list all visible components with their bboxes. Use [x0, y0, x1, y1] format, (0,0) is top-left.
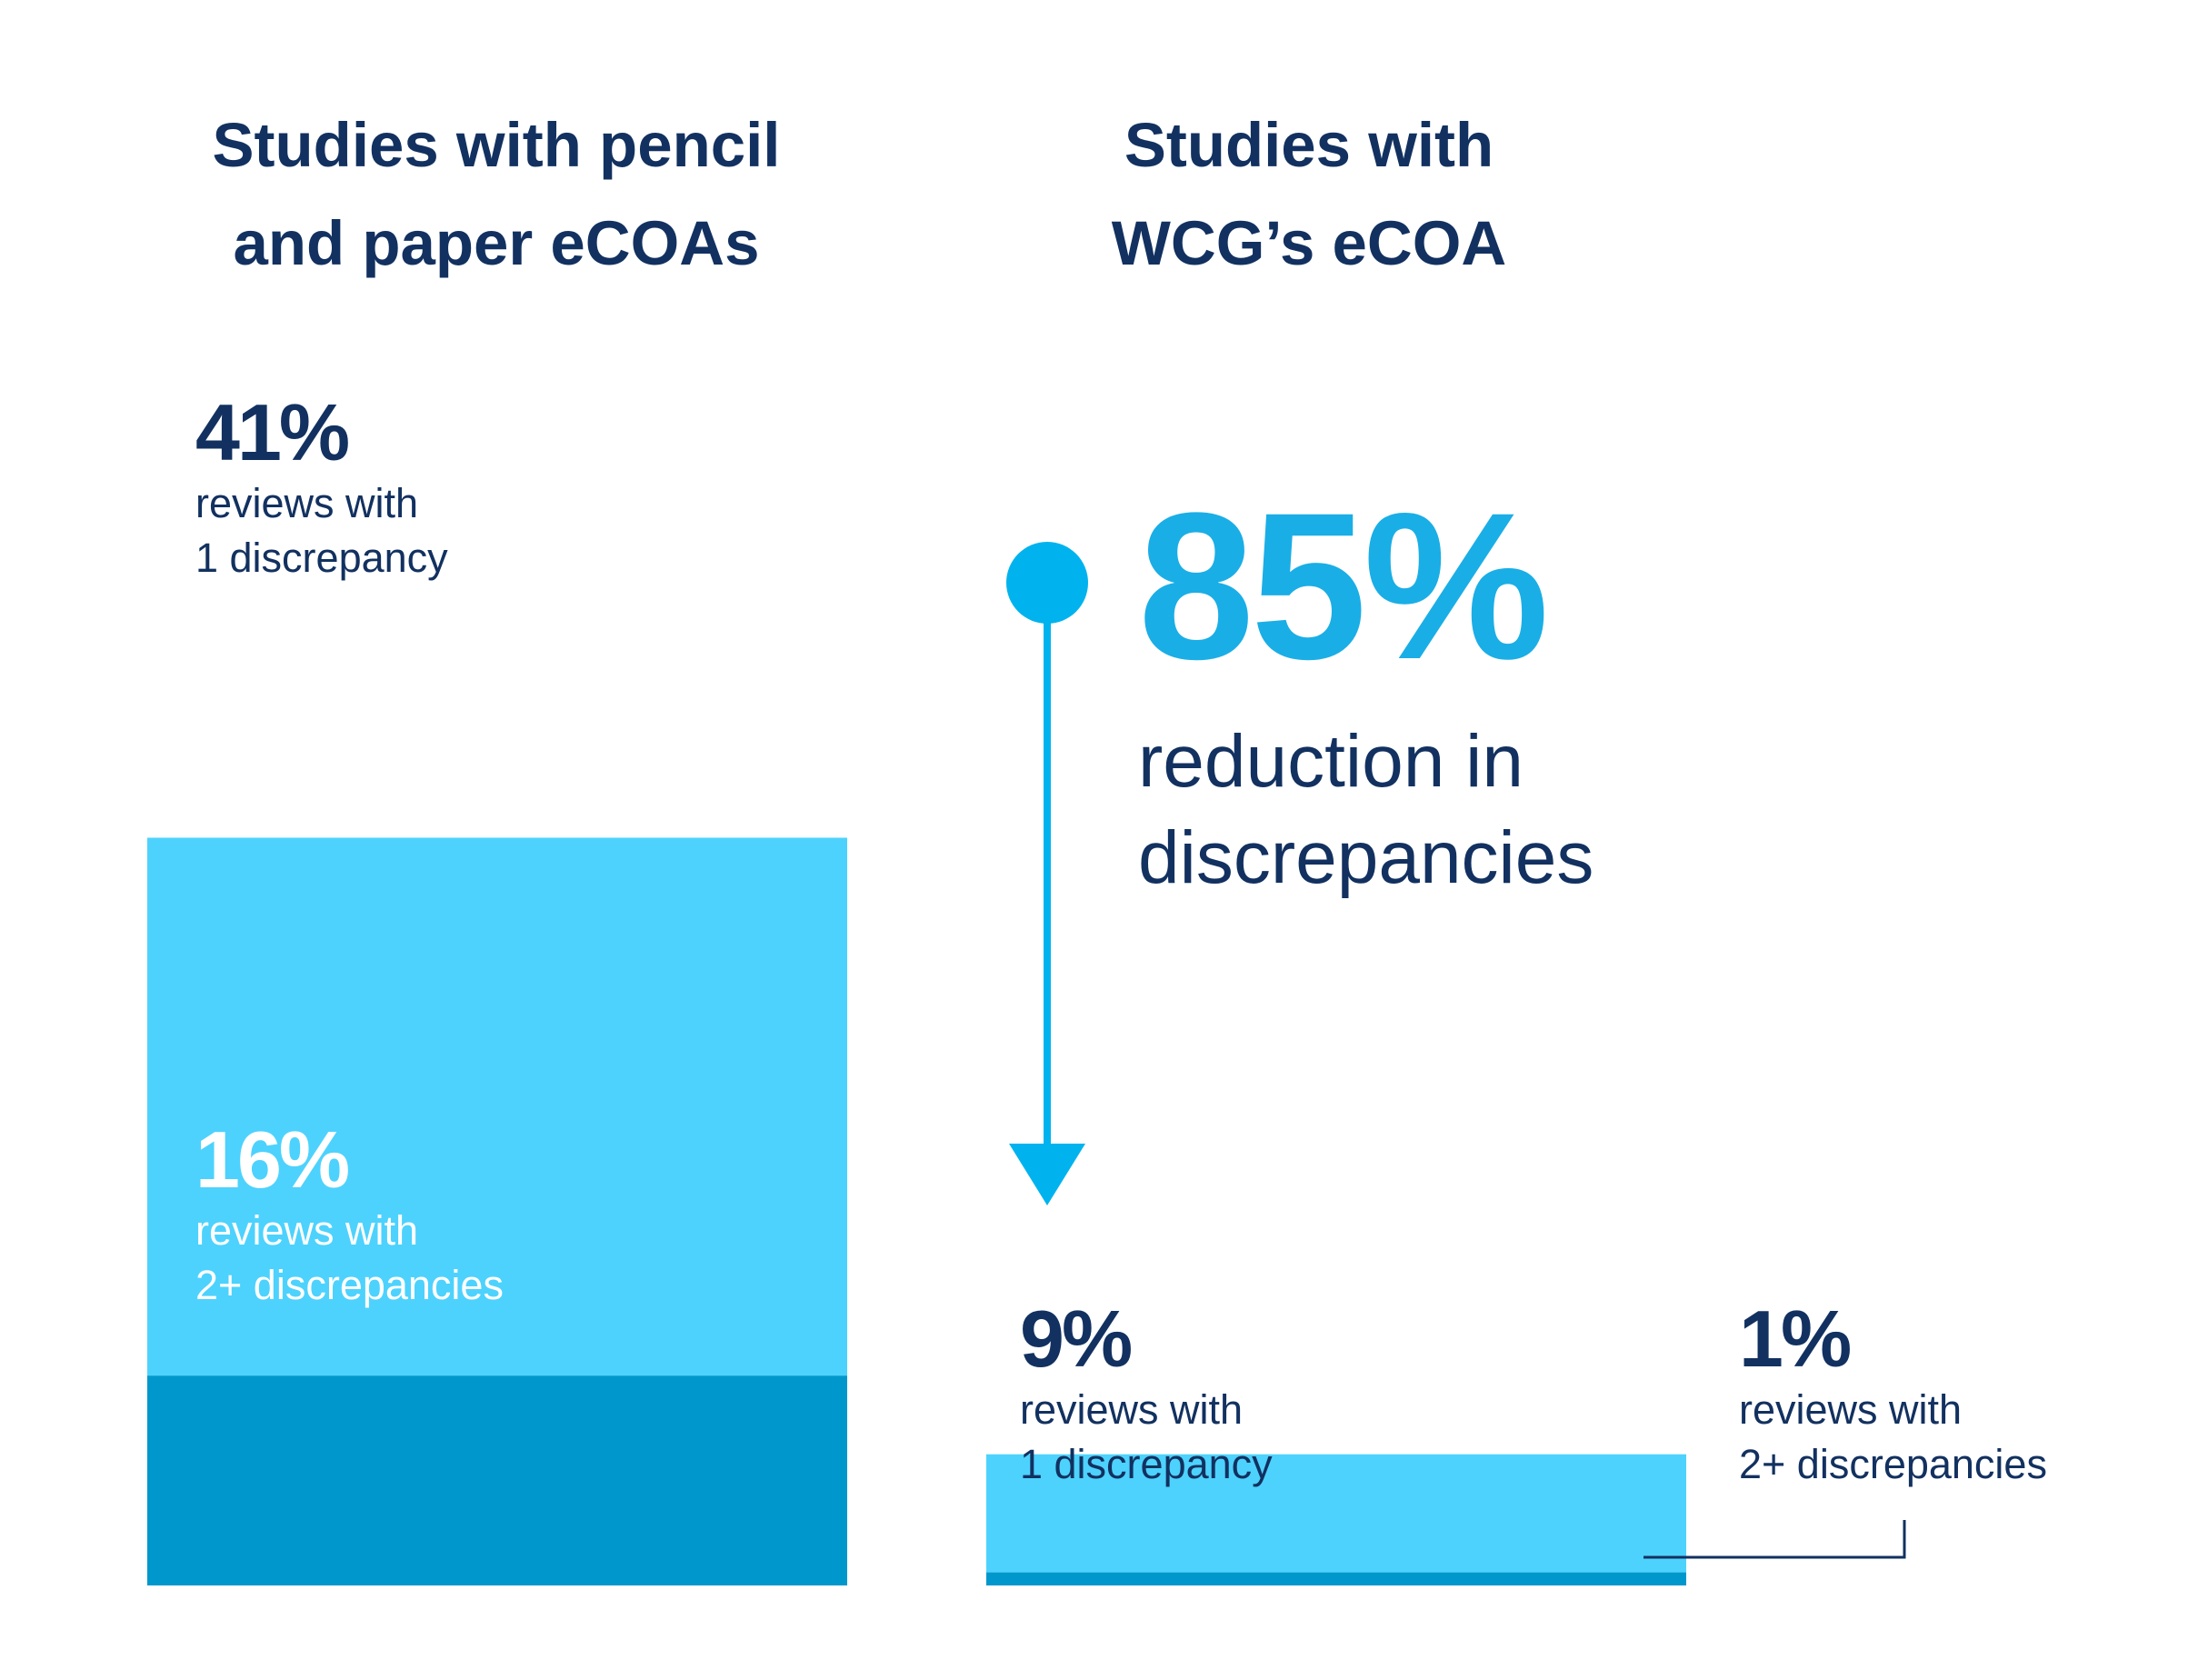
bar-title-line: WCG’s eCOA	[1111, 208, 1507, 278]
bar-title-wcg: Studies with WCG’s eCOA	[982, 96, 1636, 293]
bar-segment-two-plus-discrepancies	[147, 1375, 847, 1585]
segment-desc-line: 2+ discrepancies	[1739, 1441, 2047, 1487]
arrow-start-dot-icon	[1006, 542, 1088, 624]
segment-desc-line: reviews with	[1020, 1386, 1244, 1433]
segment-desc-line: reviews with	[1739, 1386, 1963, 1433]
bar-segment-one-discrepancy	[986, 1454, 1686, 1573]
segment-desc-line: 2+ discrepancies	[195, 1262, 504, 1308]
reduction-desc: reduction in discrepancies	[1138, 714, 1594, 906]
segment-desc-line: 1 discrepancy	[195, 535, 448, 581]
reduction-value: 85%	[1138, 469, 1549, 703]
bar-title-line: Studies with pencil	[212, 110, 781, 180]
segment-label-16: 16% reviews with 2+ discrepancies	[195, 1116, 504, 1313]
reduction-desc-line: reduction in	[1138, 720, 1524, 803]
data-label-1: 1%	[1739, 1294, 1852, 1384]
reduction-desc-line: discrepancies	[1138, 816, 1594, 899]
leader-line	[1644, 1520, 1906, 1559]
bar-title-line: and paper eCOAs	[233, 208, 760, 278]
bar-segment-two-plus-discrepancies	[986, 1572, 1686, 1585]
bar-title-line: Studies with	[1124, 110, 1494, 180]
reduction-callout: 85% reduction in discrepancies	[1138, 477, 1594, 906]
segment-desc-line: 1 discrepancy	[1020, 1441, 1273, 1487]
segment-label-1: 1% reviews with 2+ discrepancies	[1739, 1295, 2047, 1492]
bar-segment-one-discrepancy	[147, 837, 847, 1376]
arrow-down-icon	[1009, 1144, 1085, 1205]
data-label-16: 16%	[195, 1115, 350, 1205]
data-label-9: 9%	[1020, 1294, 1133, 1384]
segment-desc-line: reviews with	[195, 1207, 419, 1254]
data-label-41: 41%	[195, 387, 350, 477]
segment-label-9: 9% reviews with 1 discrepancy	[1020, 1295, 1273, 1492]
segment-label-41: 41% reviews with 1 discrepancy	[195, 389, 448, 585]
segment-desc-line: reviews with	[195, 480, 419, 526]
bar-title-pencil-paper: Studies with pencil and paper eCOAs	[146, 96, 846, 293]
